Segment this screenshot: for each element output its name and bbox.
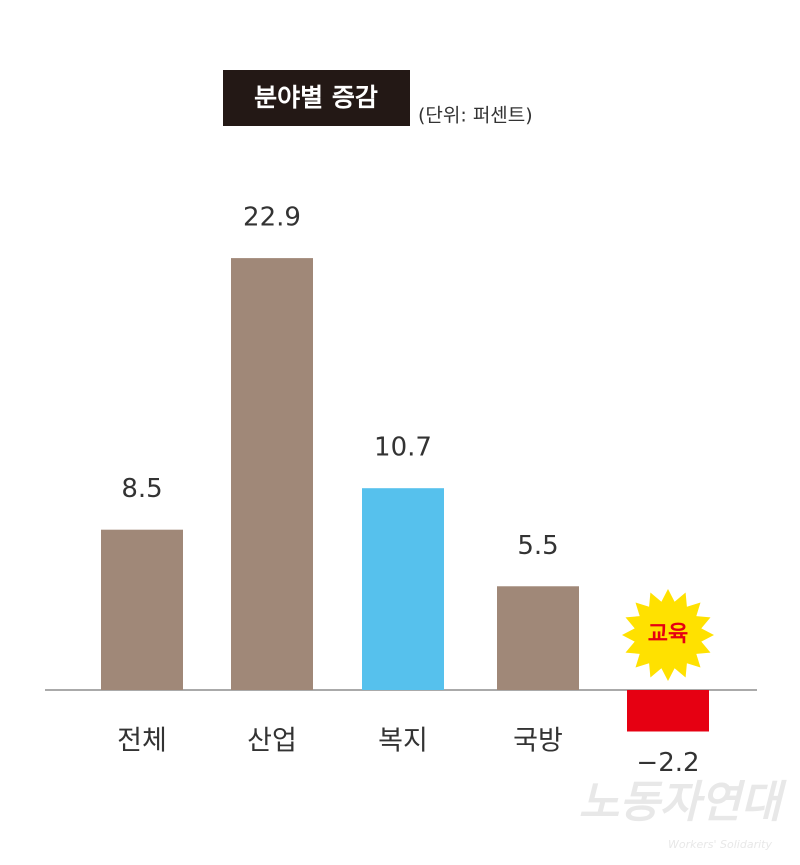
watermark: 노동자연대 bbox=[579, 777, 787, 828]
value-label: 10.7 bbox=[374, 433, 432, 463]
starburst bbox=[622, 589, 714, 681]
value-label: 5.5 bbox=[517, 531, 558, 561]
value-label: 8.5 bbox=[121, 474, 162, 504]
watermark-sub: Workers' Solidarity bbox=[668, 838, 772, 851]
bar bbox=[497, 586, 579, 690]
category-label: 국방 bbox=[513, 726, 563, 757]
category-label: 산업 bbox=[247, 726, 297, 757]
value-label: 22.9 bbox=[243, 203, 301, 233]
bar bbox=[627, 690, 709, 732]
bar bbox=[231, 258, 313, 690]
category-label: 전체 bbox=[117, 726, 167, 757]
bar bbox=[101, 529, 183, 690]
title-box bbox=[223, 70, 410, 126]
value-label: −2.2 bbox=[636, 748, 699, 778]
chart-subtitle: (단위: 퍼센트) bbox=[418, 105, 533, 127]
category-label: 교육 bbox=[648, 622, 688, 647]
category-label: 복지 bbox=[378, 726, 428, 757]
chart-title: 분야별 증감 bbox=[254, 83, 378, 112]
bar bbox=[362, 488, 444, 690]
